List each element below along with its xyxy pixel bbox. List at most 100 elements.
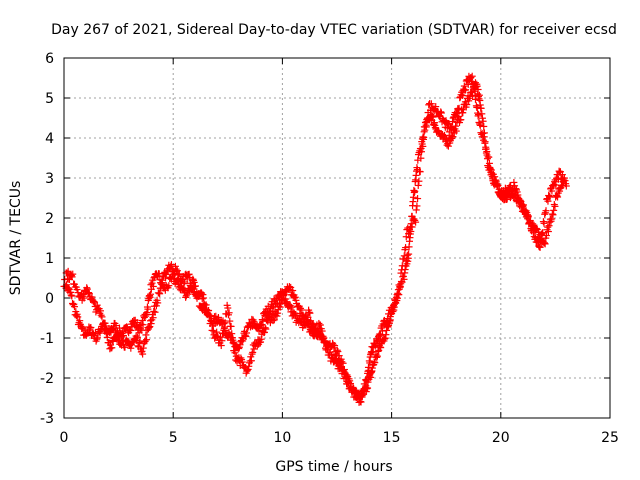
data-point: [136, 325, 144, 333]
y-tick-labels: -3 -2 -1 0 1 2 3 4 5 6: [40, 51, 54, 427]
data-point: [243, 329, 251, 337]
data-point: [149, 282, 157, 290]
data-point: [478, 114, 486, 122]
data-point: [453, 109, 461, 117]
data-point: [305, 308, 313, 316]
data-point: [476, 121, 484, 129]
data-point: [423, 116, 431, 124]
data-point: [423, 114, 431, 122]
data-point: [549, 211, 557, 219]
data-point: [468, 72, 476, 80]
data-point: [480, 129, 488, 137]
data-point: [540, 219, 548, 227]
data-point: [103, 333, 111, 341]
data-point: [548, 210, 556, 218]
data-point: [83, 330, 91, 338]
data-point: [93, 335, 101, 343]
data-point: [139, 350, 147, 358]
data-point: [510, 178, 518, 186]
data-point: [349, 386, 357, 394]
data-point: [412, 206, 420, 214]
data-point: [414, 181, 422, 189]
data-point: [417, 154, 425, 162]
data-point: [146, 290, 154, 298]
data-point: [217, 342, 225, 350]
data-point: [393, 291, 401, 299]
data-point: [70, 303, 78, 311]
data-point: [377, 344, 385, 352]
data-point: [319, 334, 327, 342]
data-point: [207, 317, 215, 325]
data-point: [460, 82, 468, 90]
data-point: [398, 262, 406, 270]
data-point: [189, 283, 197, 291]
data-point: [217, 333, 225, 341]
data-point: [276, 303, 284, 311]
data-point: [536, 243, 544, 251]
data-point: [149, 314, 157, 322]
data-point: [68, 292, 76, 300]
data-point: [175, 271, 183, 279]
grid-lines: [64, 58, 610, 418]
data-point: [139, 344, 147, 352]
data-point: [65, 285, 73, 293]
data-point: [237, 354, 245, 362]
data-point: [548, 187, 556, 195]
data-point: [416, 168, 424, 176]
data-point: [455, 104, 463, 112]
data-point: [156, 290, 164, 298]
y-tick-label: -3: [40, 411, 54, 427]
data-point: [218, 337, 226, 345]
data-point: [415, 177, 423, 185]
data-point: [545, 222, 553, 230]
data-point: [182, 292, 190, 300]
data-point: [269, 317, 277, 325]
data-point: [175, 270, 183, 278]
data-point: [262, 325, 270, 333]
data-point: [154, 299, 162, 307]
data-point: [67, 272, 75, 280]
data-point: [474, 86, 482, 94]
data-point: [135, 339, 143, 347]
data-point: [374, 337, 382, 345]
data-point: [429, 113, 437, 121]
data-point: [400, 255, 408, 263]
data-point: [257, 335, 265, 343]
data-point: [378, 327, 386, 335]
data-point: [258, 321, 266, 329]
data-point: [205, 312, 213, 320]
data-point: [358, 391, 366, 399]
data-point: [221, 319, 229, 327]
data-point: [347, 380, 355, 388]
data-point: [96, 307, 104, 315]
data-point: [440, 131, 448, 139]
data-point: [245, 362, 253, 370]
data-point: [479, 117, 487, 125]
data-point: [98, 313, 106, 321]
data-point: [320, 338, 328, 346]
data-point: [478, 110, 486, 118]
data-point: [198, 295, 206, 303]
data-point: [101, 326, 109, 334]
data-point: [142, 312, 150, 320]
data-point: [551, 176, 559, 184]
data-point: [331, 355, 339, 363]
data-point: [544, 223, 552, 231]
data-points: [60, 72, 570, 406]
data-point: [403, 251, 411, 259]
data-point: [363, 375, 371, 383]
data-point: [467, 74, 475, 82]
data-point: [561, 177, 569, 185]
data-point: [136, 322, 144, 330]
data-point: [539, 229, 547, 237]
data-point: [369, 348, 377, 356]
data-point: [381, 335, 389, 343]
data-point: [376, 331, 384, 339]
x-tick-label: 10: [273, 430, 291, 446]
data-point: [462, 86, 470, 94]
data-point: [315, 319, 323, 327]
x-tick-label: 15: [383, 430, 401, 446]
data-point: [331, 342, 339, 350]
data-point: [551, 202, 559, 210]
